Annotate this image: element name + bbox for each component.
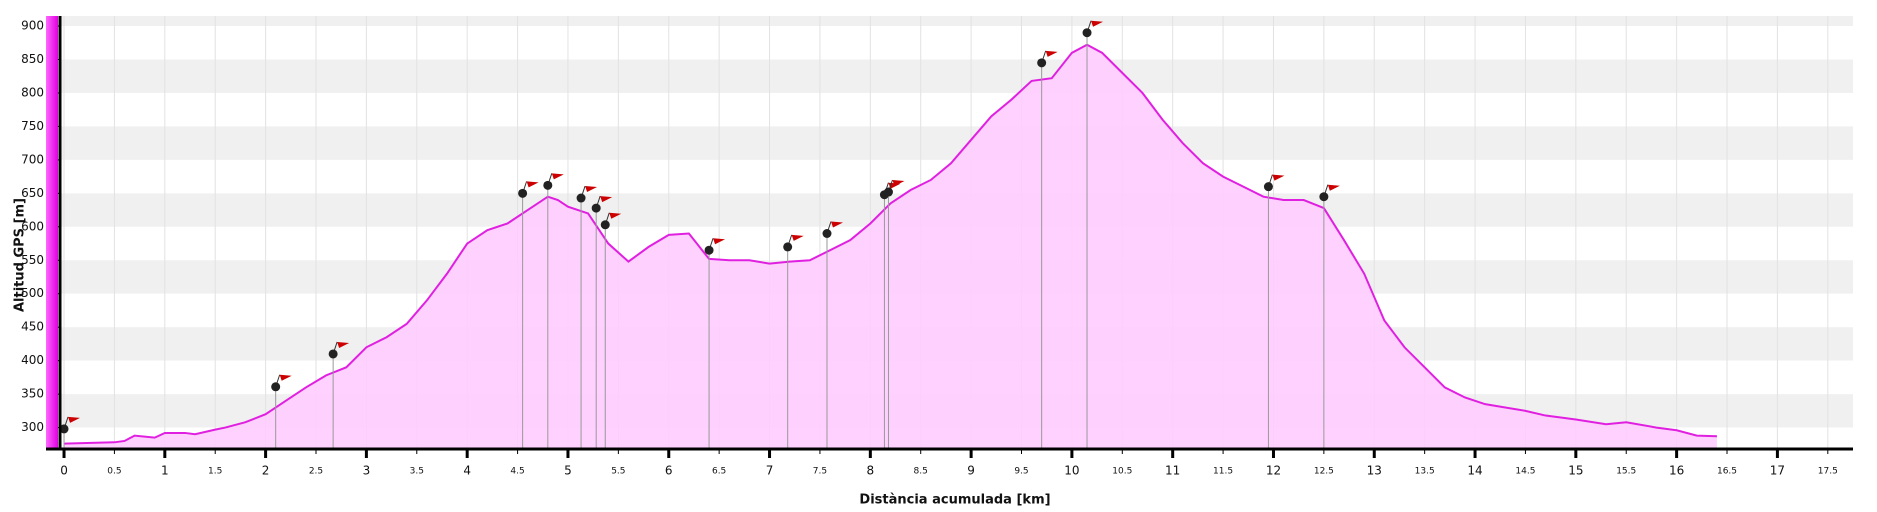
x-tick-label: 12 — [1266, 464, 1281, 478]
x-tick-label: 13.5 — [1415, 467, 1435, 477]
waypoint — [1263, 182, 1273, 192]
flag — [337, 341, 350, 348]
grid-band — [60, 126, 1853, 160]
x-tick-label: 10 — [1064, 464, 1079, 478]
x-tick-label: 6.5 — [712, 467, 726, 477]
x-tick-label: 8 — [867, 464, 875, 478]
waypoint — [591, 203, 601, 213]
x-tick-label: 17.5 — [1818, 467, 1838, 477]
flag — [609, 212, 622, 219]
waypoint — [783, 242, 793, 252]
flag — [791, 234, 804, 241]
grid-band — [60, 92, 1853, 127]
y-tick-label: 700 — [21, 152, 44, 166]
y-tick-label: 500 — [21, 286, 44, 300]
x-tick-label: 8.5 — [914, 467, 928, 477]
y-tick-label: 450 — [21, 320, 44, 334]
x-tick-label: 17 — [1770, 464, 1785, 478]
x-tick-label: 9.5 — [1014, 467, 1028, 477]
y-axis-label: Altitud GPS [m] — [13, 198, 28, 312]
waypoint — [883, 187, 893, 197]
x-tick-label: 2 — [262, 464, 270, 478]
y-tick-label: 400 — [21, 353, 44, 367]
waypoint — [518, 188, 528, 198]
y-axis-bar — [46, 16, 58, 449]
x-tick-label: 13 — [1367, 464, 1382, 478]
x-tick-label: 5 — [564, 464, 572, 478]
flag — [600, 196, 613, 203]
flag — [1045, 50, 1058, 57]
area-fill — [64, 44, 1717, 449]
flag — [892, 180, 905, 187]
y-tick-label: 750 — [21, 119, 44, 133]
x-tick-label: 7.5 — [813, 467, 827, 477]
waypoint — [1319, 192, 1329, 202]
flag — [1091, 20, 1104, 27]
waypoint — [576, 193, 586, 203]
x-tick-label: 0 — [60, 464, 68, 478]
flag — [1327, 184, 1340, 191]
waypoint — [59, 424, 69, 434]
x-tick-label: 3.5 — [410, 467, 424, 477]
x-tick-label: 15.5 — [1616, 467, 1636, 477]
profile-line — [64, 43, 1717, 445]
y-tick-label: 850 — [21, 52, 44, 66]
x-tick-label: 2.5 — [309, 467, 323, 477]
x-tick-label: 1 — [161, 464, 169, 478]
waypoint — [328, 349, 338, 359]
flag — [1272, 174, 1285, 181]
waypoint — [1037, 58, 1047, 68]
waypoint — [271, 382, 281, 392]
x-tick-label: 6 — [665, 464, 673, 478]
x-axis-label: Distància acumulada [km] — [859, 493, 1050, 508]
flag — [713, 238, 726, 245]
grid-band — [60, 59, 1853, 93]
x-tick-label: 4 — [463, 464, 471, 478]
flag — [830, 221, 843, 228]
grid-band — [60, 26, 1853, 60]
x-tick-label: 1.5 — [208, 467, 222, 477]
x-tick-label: 0.5 — [107, 467, 121, 477]
y-tick-label: 900 — [21, 19, 44, 33]
y-tick-label: 600 — [21, 219, 44, 233]
y-tick-label: 350 — [21, 387, 44, 401]
x-tick-label: 3 — [363, 464, 371, 478]
x-tick-label: 14.5 — [1515, 467, 1535, 477]
x-tick-label: 14 — [1467, 464, 1482, 478]
waypoint — [1082, 28, 1092, 38]
x-tick-label: 7 — [766, 464, 774, 478]
flag — [585, 186, 598, 193]
waypoint — [543, 180, 553, 190]
x-tick-label: 11.5 — [1213, 467, 1233, 477]
waypoint — [704, 245, 714, 255]
flag — [551, 173, 564, 180]
x-tick-label: 16.5 — [1717, 467, 1737, 477]
flag — [526, 181, 539, 188]
waypoint — [822, 229, 832, 239]
y-tick-label: 300 — [21, 420, 44, 434]
y-tick-label: 650 — [21, 186, 44, 200]
x-tick-label: 11 — [1165, 464, 1180, 478]
x-tick-label: 10.5 — [1112, 467, 1132, 477]
x-tick-label: 15 — [1568, 464, 1583, 478]
x-tick-label: 4.5 — [510, 467, 524, 477]
waypoint — [600, 220, 610, 230]
x-tick-label: 9 — [967, 464, 975, 478]
x-tick-label: 16 — [1669, 464, 1684, 478]
grid-band — [60, 16, 1853, 27]
y-tick-label: 550 — [21, 253, 44, 267]
flag — [279, 374, 292, 381]
y-tick-label: 800 — [21, 85, 44, 99]
x-tick-label: 12.5 — [1314, 467, 1334, 477]
x-tick-label: 5.5 — [611, 467, 625, 477]
flag — [68, 416, 81, 423]
